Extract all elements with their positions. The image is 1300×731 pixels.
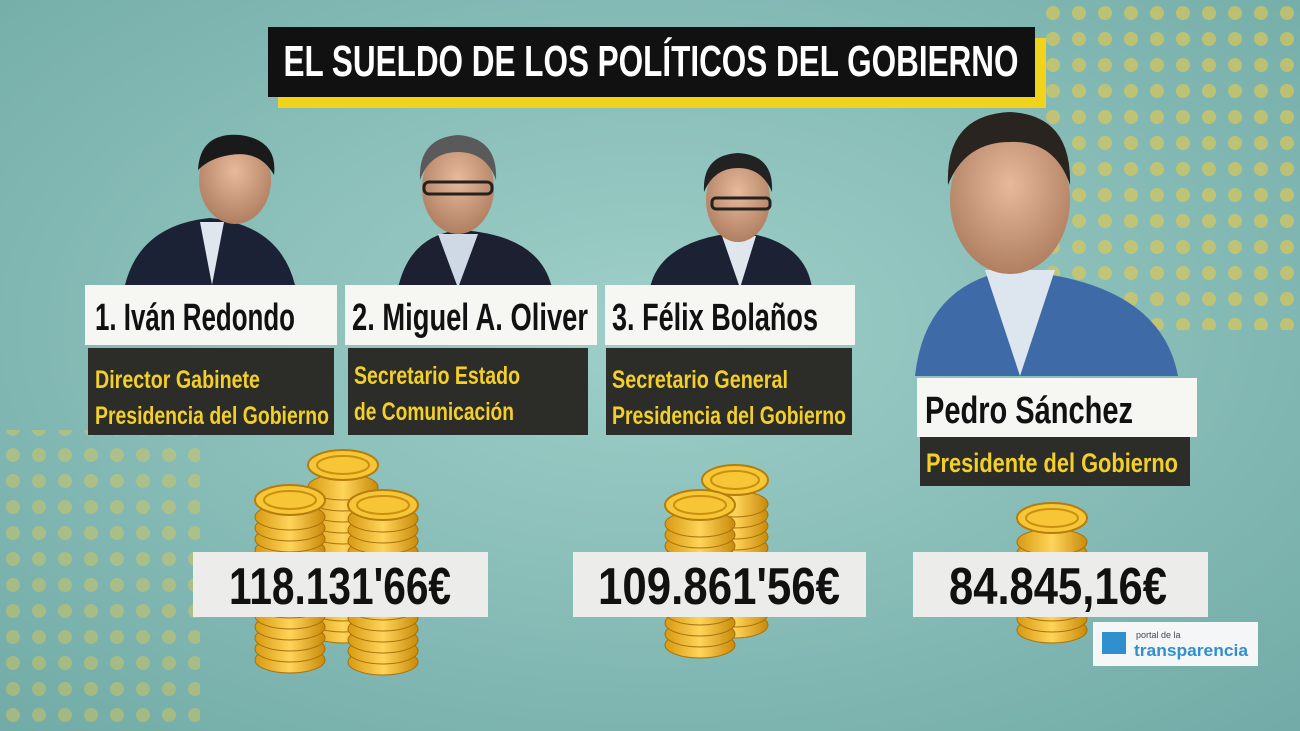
- title-box: [268, 27, 1035, 97]
- person-name: 1. Iván Redondo: [95, 297, 295, 339]
- name-box: [345, 285, 597, 345]
- title: EL SUELDO DE LOS POLÍTICOS DEL GOBIERNO: [284, 36, 1019, 86]
- coin: [263, 490, 317, 510]
- coin: [347, 489, 419, 521]
- photo: [650, 153, 812, 288]
- amount-box: [193, 552, 488, 617]
- role-box: [348, 348, 588, 435]
- coin: [307, 449, 379, 481]
- photo: [398, 135, 552, 288]
- coin: [1016, 502, 1088, 534]
- coin: [673, 495, 727, 515]
- coin: [356, 495, 410, 515]
- role-box: [920, 437, 1190, 486]
- role: Secretario General: [612, 366, 788, 394]
- amount: 109.861'56€: [598, 558, 840, 616]
- role: Presidencia del Gobierno: [95, 402, 329, 430]
- coin: [1025, 508, 1079, 528]
- person-name: 3. Félix Bolaños: [612, 297, 818, 339]
- amount: 118.131'66€: [229, 558, 451, 616]
- logo: portal de la transparencia: [1093, 622, 1258, 666]
- name-box: [917, 378, 1197, 437]
- amount-box: [913, 552, 1208, 617]
- person-name: 2. Miguel A. Oliver: [352, 297, 588, 339]
- logo-small: portal de la: [1136, 630, 1181, 640]
- photo: [915, 112, 1178, 376]
- logo-brand: transparencia: [1134, 641, 1249, 660]
- logo-icon: [1102, 632, 1126, 654]
- coin: [254, 484, 326, 516]
- role: Director Gabinete: [95, 366, 260, 394]
- coin: [664, 489, 736, 521]
- name-box: [605, 285, 855, 345]
- coin: [710, 470, 760, 490]
- amount: 84.845,16€: [949, 558, 1167, 616]
- role: Presidente del Gobierno: [926, 448, 1178, 478]
- amount-box: [573, 552, 866, 617]
- role: de Comunicación: [354, 398, 514, 426]
- photo: [125, 134, 295, 285]
- dot-pattern: [1040, 0, 1300, 330]
- role-box: [88, 348, 334, 435]
- name-box: [85, 285, 337, 345]
- coin: [316, 455, 370, 475]
- role: Presidencia del Gobierno: [612, 402, 846, 430]
- dot-pattern: [0, 430, 200, 731]
- role: Secretario Estado: [354, 362, 520, 390]
- person-name: Pedro Sánchez: [925, 390, 1133, 432]
- role-box: [606, 348, 852, 435]
- amounts: 118.131'66€ 109.861'56€ 84.845,16€: [193, 552, 1208, 617]
